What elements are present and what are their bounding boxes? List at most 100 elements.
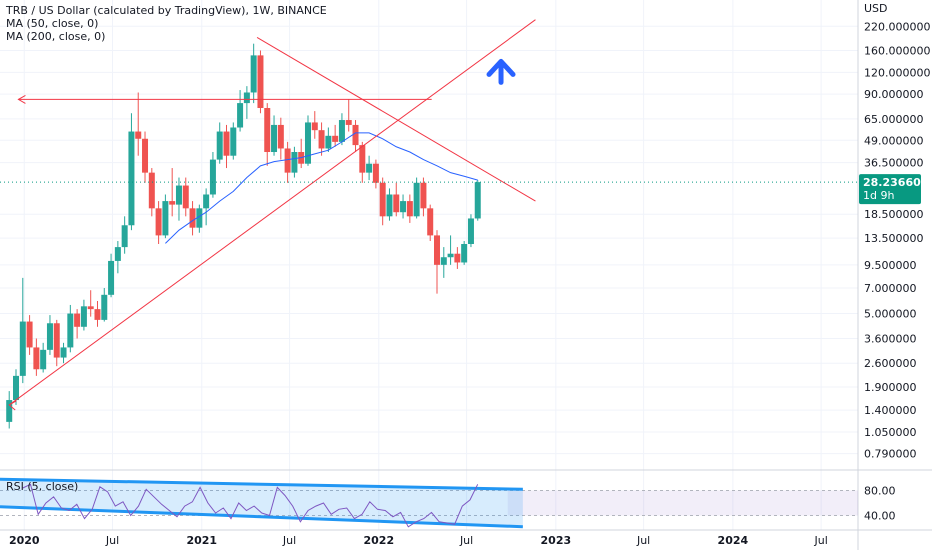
price-tick-label: 7.000000 <box>864 282 917 295</box>
candle-body <box>101 294 108 320</box>
candle-body <box>304 122 311 164</box>
price-tick-label: 18.500000 <box>864 208 924 221</box>
candle-body <box>420 182 427 209</box>
price-tick-label: 220.000000 <box>864 20 930 33</box>
candle-body <box>142 138 149 173</box>
price-tick-label: 13.500000 <box>864 232 924 245</box>
candles <box>6 43 481 429</box>
candle-body <box>60 347 67 358</box>
candle-body <box>203 194 210 209</box>
chart-legend: TRB / US Dollar (calculated by TradingVi… <box>6 4 327 43</box>
candle-body <box>447 253 454 258</box>
candle-body <box>53 323 60 358</box>
rsi-band <box>507 490 858 516</box>
candle-body <box>454 253 461 263</box>
currency-label: USD <box>864 2 888 15</box>
candle-body <box>13 375 20 401</box>
price-tick-label: 160.000000 <box>864 44 930 57</box>
candle-body <box>108 260 115 295</box>
price-tick-label: 49.000000 <box>864 134 924 147</box>
rsi-legend: RSI (5, close) <box>6 480 79 493</box>
candle-body <box>114 247 121 261</box>
time-tick-label: Jul <box>282 534 296 547</box>
candle-body <box>413 182 420 217</box>
candle-body <box>386 194 393 217</box>
price-tag-value: 28.236606 <box>863 176 929 189</box>
candle-body <box>33 347 40 370</box>
candle-body <box>196 208 203 228</box>
time-tick-label: 2024 <box>718 534 749 547</box>
candle-body <box>121 225 128 248</box>
candle-body <box>216 131 223 160</box>
candle-body <box>338 120 345 142</box>
ma50-line <box>165 132 478 244</box>
candle-body <box>359 145 366 173</box>
rsi-channel-lower <box>0 505 523 529</box>
candle-body <box>467 218 474 245</box>
price-tick-label: 65.000000 <box>864 113 924 126</box>
time-tick-label: Jul <box>636 534 650 547</box>
candle-body <box>352 124 359 146</box>
candle-body <box>128 131 135 226</box>
time-tick-label: 2020 <box>9 534 40 547</box>
price-tick-label: 3.600000 <box>864 332 917 345</box>
time-tick-label: Jul <box>459 534 473 547</box>
candle-body <box>379 182 386 217</box>
trendline-arrowhead <box>8 400 17 411</box>
candle-body <box>67 313 74 348</box>
candle-body <box>291 152 298 173</box>
price-axis[interactable]: USD 220.000000 160.000000 120.000000 90.0000… <box>864 2 930 461</box>
arrow-chevron <box>486 58 516 77</box>
candle-body <box>230 127 237 156</box>
rsi-line <box>22 483 479 528</box>
candle-body <box>271 124 278 153</box>
rsi-channel <box>0 477 523 529</box>
candle-body <box>311 122 318 131</box>
time-tick-label: Jul <box>813 534 827 547</box>
price-tag-countdown: 1d 9h <box>863 189 894 202</box>
candle-body <box>46 323 53 350</box>
candle-body <box>284 148 291 173</box>
price-tick-label: 1.050000 <box>864 426 917 439</box>
legend-title: TRB / US Dollar (calculated by TradingVi… <box>6 4 327 17</box>
candle-body <box>366 163 373 173</box>
candle-body <box>440 257 447 265</box>
trendline <box>256 37 536 202</box>
trendline <box>8 19 536 406</box>
price-tick-label: 9.500000 <box>864 259 917 272</box>
candle-body <box>169 201 176 205</box>
candle-body <box>332 135 339 142</box>
ray-arrowhead <box>17 94 26 104</box>
candle-body <box>325 135 332 149</box>
price-tick-label: 0.790000 <box>864 448 917 461</box>
time-tick-label: 2021 <box>186 534 217 547</box>
price-tick-label: 2.600000 <box>864 357 917 370</box>
candle-body <box>434 235 441 265</box>
candle-body <box>162 201 169 236</box>
candle-body <box>345 120 352 125</box>
rsi-channel-upper <box>0 477 523 491</box>
candle-body <box>209 159 216 195</box>
drawings[interactable] <box>8 19 536 411</box>
candle-body <box>6 400 13 422</box>
price-tag-bg <box>859 174 921 205</box>
candle-body <box>461 244 468 263</box>
candle-body <box>474 182 481 219</box>
time-axis[interactable]: 2020 Jul 2021 Jul 2022 Jul 2023 Jul 2024 Jul <box>9 534 828 547</box>
candle-body <box>277 124 284 149</box>
candle-body <box>243 92 250 104</box>
rsi-axis: 80.00 40.00 <box>864 485 896 523</box>
candle-body <box>427 208 434 236</box>
candle-body <box>87 306 94 310</box>
candle-body <box>406 201 413 217</box>
candle-body <box>237 103 244 128</box>
candle-body <box>40 349 47 370</box>
time-tick-label: 2022 <box>363 534 394 547</box>
rsi-tick-label: 40.00 <box>864 510 896 523</box>
candle-body <box>393 194 400 213</box>
arrow-up-icon <box>486 58 516 85</box>
legend-ma50: MA (50, close, 0) <box>6 17 99 30</box>
